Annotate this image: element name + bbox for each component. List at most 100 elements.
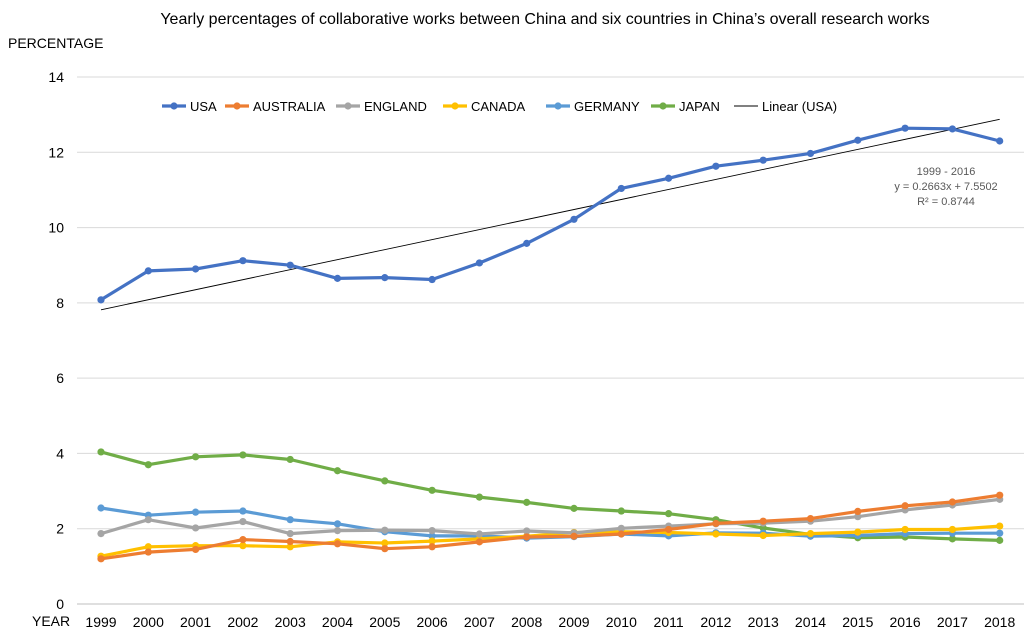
x-tick-label: 2001 — [180, 614, 211, 630]
trendline-equation: 1999 - 2016 y = 0.2663x + 7.5502 R² = 0.… — [894, 166, 997, 208]
x-tick-label: 2016 — [890, 614, 921, 630]
data-point — [665, 525, 673, 534]
data-point — [806, 514, 815, 523]
data-point — [948, 498, 957, 506]
x-tick-label: 2003 — [275, 614, 306, 630]
data-point — [428, 275, 436, 284]
data-point — [286, 516, 294, 524]
data-point — [428, 486, 436, 494]
data-point — [523, 533, 531, 541]
legend-label: USA — [190, 99, 217, 114]
data-point — [948, 535, 957, 543]
data-point — [948, 125, 957, 133]
data-point — [570, 215, 578, 223]
data-point — [523, 498, 531, 506]
data-point — [854, 136, 862, 144]
data-point — [239, 507, 247, 515]
y-tick-label: 8 — [56, 295, 64, 311]
y-tick-label: 14 — [48, 69, 64, 85]
data-point — [381, 526, 389, 534]
data-point — [144, 267, 152, 275]
x-tick-label: 2015 — [842, 614, 873, 630]
legend-entry-usa: USA — [162, 99, 217, 114]
trendline-group — [100, 118, 1000, 311]
gridlines — [77, 76, 1024, 605]
series-group — [97, 124, 1004, 563]
data-point — [475, 538, 483, 546]
data-point — [996, 522, 1004, 530]
x-tick-label: 2009 — [558, 614, 589, 630]
x-tick-label: 2017 — [937, 614, 968, 630]
data-point — [381, 539, 389, 547]
data-point — [428, 532, 436, 540]
x-tick-label: 2000 — [133, 614, 164, 630]
x-tick-label: 2013 — [748, 614, 779, 630]
legend-swatch-marker — [659, 102, 667, 110]
data-point — [333, 467, 342, 475]
data-point — [286, 543, 294, 551]
legend-swatch-marker — [170, 102, 178, 110]
x-tick-label: 2012 — [700, 614, 731, 630]
series-japan — [97, 448, 1004, 544]
y-tick-label: 10 — [48, 220, 64, 236]
data-point — [712, 519, 720, 528]
data-point — [144, 548, 152, 556]
data-point — [97, 530, 105, 538]
data-point — [97, 504, 105, 512]
data-point — [286, 537, 294, 546]
data-point — [617, 530, 625, 538]
data-point — [381, 274, 389, 282]
data-point — [333, 520, 342, 528]
series-line — [99, 524, 1002, 558]
trendline-r2-label: R² = 0.8744 — [917, 196, 975, 208]
legend-label: AUSTRALIA — [253, 99, 326, 114]
legend-swatch-marker — [233, 102, 241, 110]
x-tick-label: 2010 — [606, 614, 637, 630]
data-point — [996, 137, 1004, 145]
data-point — [428, 543, 436, 551]
data-point — [239, 451, 247, 459]
data-point — [570, 532, 578, 540]
data-point — [239, 517, 247, 526]
legend-swatch-marker — [554, 102, 562, 110]
legend-entry-japan: JAPAN — [651, 99, 720, 114]
data-point — [806, 149, 815, 158]
data-point — [948, 525, 957, 534]
series-line — [99, 126, 1002, 302]
data-point — [665, 510, 673, 518]
data-point — [192, 545, 200, 554]
data-point — [759, 517, 767, 525]
data-point — [286, 261, 294, 269]
data-point — [286, 530, 294, 538]
series-australia — [97, 491, 1004, 563]
legend: USA AUSTRALIA ENGLAND CANADA GERMANY JAPAN Lin… — [162, 99, 837, 114]
data-point — [239, 536, 247, 544]
chart-title: Yearly percentages of collaborative work… — [160, 11, 929, 28]
data-point — [759, 156, 767, 164]
data-point — [333, 540, 342, 548]
data-point — [759, 531, 767, 540]
x-tick-label: 2011 — [654, 614, 684, 630]
y-tick-label: 0 — [56, 596, 64, 612]
series-line — [99, 450, 1002, 543]
data-point — [665, 174, 673, 182]
data-point — [333, 526, 342, 535]
legend-label: CANADA — [471, 99, 526, 114]
data-point — [97, 296, 105, 304]
legend-label: ENGLAND — [364, 99, 427, 114]
legend-label: JAPAN — [679, 99, 720, 114]
data-point — [192, 524, 200, 532]
x-axis-ticks: 1999 2000 2001 2002 2003 2004 2005 2006 2007 2008… — [85, 614, 1015, 630]
data-point — [239, 542, 247, 550]
series-usa — [97, 124, 1004, 304]
series-line — [99, 497, 1002, 536]
data-point — [144, 461, 152, 469]
data-point — [901, 502, 909, 510]
data-point — [144, 516, 152, 524]
x-tick-label: 2002 — [227, 614, 258, 630]
data-point — [712, 530, 720, 538]
legend-entry-germany: GERMANY — [546, 99, 640, 114]
y-tick-label: 2 — [56, 521, 64, 537]
data-point — [475, 493, 483, 501]
y-axis-label: PERCENTAGE — [8, 35, 103, 51]
